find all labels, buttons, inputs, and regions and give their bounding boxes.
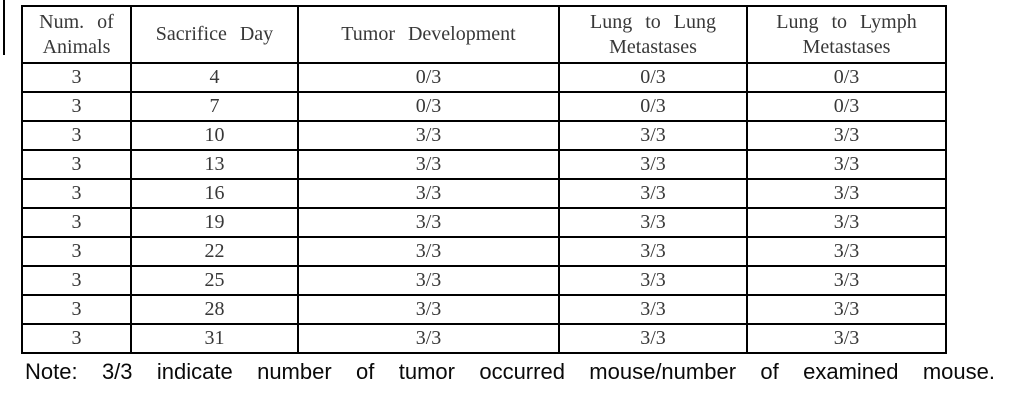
table-cell: 3/3 — [746, 323, 947, 354]
table-cell: 3/3 — [558, 207, 748, 238]
table-cell: 22 — [130, 236, 299, 267]
table-cell: 3 — [21, 62, 132, 93]
header-cell-num-animals: Num. of Animals — [21, 5, 132, 64]
table-cell: 3/3 — [297, 236, 560, 267]
table-cell: 0/3 — [558, 62, 748, 93]
table-header: Num. of Animals Sacrifice Day Tumor Develop… — [21, 5, 947, 64]
table-cell: 3/3 — [558, 149, 748, 180]
table-note: Note: 3/3 indicate number of tumor occur… — [25, 359, 995, 384]
table-cell: 3/3 — [558, 236, 748, 267]
table-cell: 3 — [21, 323, 132, 354]
crop-artifact-line — [3, 0, 5, 55]
table-cell: 3/3 — [746, 265, 947, 296]
table-row: 3 28 3/3 3/3 3/3 — [21, 294, 947, 325]
table-row: 3 10 3/3 3/3 3/3 — [21, 120, 947, 151]
table-cell: 3/3 — [297, 323, 560, 354]
header-cell-sacrifice-day: Sacrifice Day — [130, 5, 299, 64]
table-cell: 19 — [130, 207, 299, 238]
header-cell-lung-to-lung-metastases: Lung to Lung Metastases — [558, 5, 748, 64]
table-cell: 7 — [130, 91, 299, 122]
table-row: 3 25 3/3 3/3 3/3 — [21, 265, 947, 296]
table-cell: 3/3 — [746, 294, 947, 325]
table-cell: 10 — [130, 120, 299, 151]
table-cell: 3/3 — [297, 294, 560, 325]
table-cell: 0/3 — [746, 91, 947, 122]
table-cell: 3 — [21, 120, 132, 151]
table-cell: 3 — [21, 265, 132, 296]
table-cell: 3/3 — [297, 265, 560, 296]
header-row: Num. of Animals Sacrifice Day Tumor Develop… — [21, 5, 947, 64]
table-cell: 3/3 — [558, 265, 748, 296]
table-cell: 25 — [130, 265, 299, 296]
table-cell: 3/3 — [746, 207, 947, 238]
table-cell: 16 — [130, 178, 299, 209]
table-cell: 3 — [21, 207, 132, 238]
table-cell: 3/3 — [746, 149, 947, 180]
table-cell: 31 — [130, 323, 299, 354]
header-cell-lung-to-lymph-metastases: Lung to Lymph Metastases — [746, 5, 947, 64]
table-cell: 3/3 — [297, 149, 560, 180]
table-cell: 13 — [130, 149, 299, 180]
table-row: 3 31 3/3 3/3 3/3 — [21, 323, 947, 354]
table-row: 3 19 3/3 3/3 3/3 — [21, 207, 947, 238]
table-cell: 3/3 — [558, 323, 748, 354]
table-cell: 3/3 — [746, 178, 947, 209]
results-table: Num. of Animals Sacrifice Day Tumor Develop… — [21, 5, 947, 354]
header-cell-tumor-development: Tumor Development — [297, 5, 560, 64]
table-cell: 3/3 — [558, 294, 748, 325]
table-cell: 0/3 — [297, 62, 560, 93]
table-cell: 3/3 — [297, 207, 560, 238]
table-cell: 3 — [21, 149, 132, 180]
table-cell: 4 — [130, 62, 299, 93]
table-cell: 0/3 — [746, 62, 947, 93]
table-cell: 3 — [21, 236, 132, 267]
table-row: 3 13 3/3 3/3 3/3 — [21, 149, 947, 180]
table-row: 3 16 3/3 3/3 3/3 — [21, 178, 947, 209]
table-cell: 3/3 — [558, 178, 748, 209]
table-row: 3 4 0/3 0/3 0/3 — [21, 62, 947, 93]
table-cell: 3 — [21, 294, 132, 325]
table-cell: 28 — [130, 294, 299, 325]
table-cell: 3 — [21, 178, 132, 209]
table-body: 3 4 0/3 0/3 0/3 3 7 0/3 0/3 0/3 3 10 3/3 3/3 3/3 3 13 3/3… — [21, 62, 947, 354]
table-cell: 0/3 — [297, 91, 560, 122]
table-cell: 3/3 — [297, 178, 560, 209]
table-cell: 0/3 — [558, 91, 748, 122]
table-row: 3 7 0/3 0/3 0/3 — [21, 91, 947, 122]
table-cell: 3 — [21, 91, 132, 122]
table-row: 3 22 3/3 3/3 3/3 — [21, 236, 947, 267]
table-cell: 3/3 — [746, 120, 947, 151]
table-cell: 3/3 — [558, 120, 748, 151]
table-cell: 3/3 — [297, 120, 560, 151]
table-cell: 3/3 — [746, 236, 947, 267]
